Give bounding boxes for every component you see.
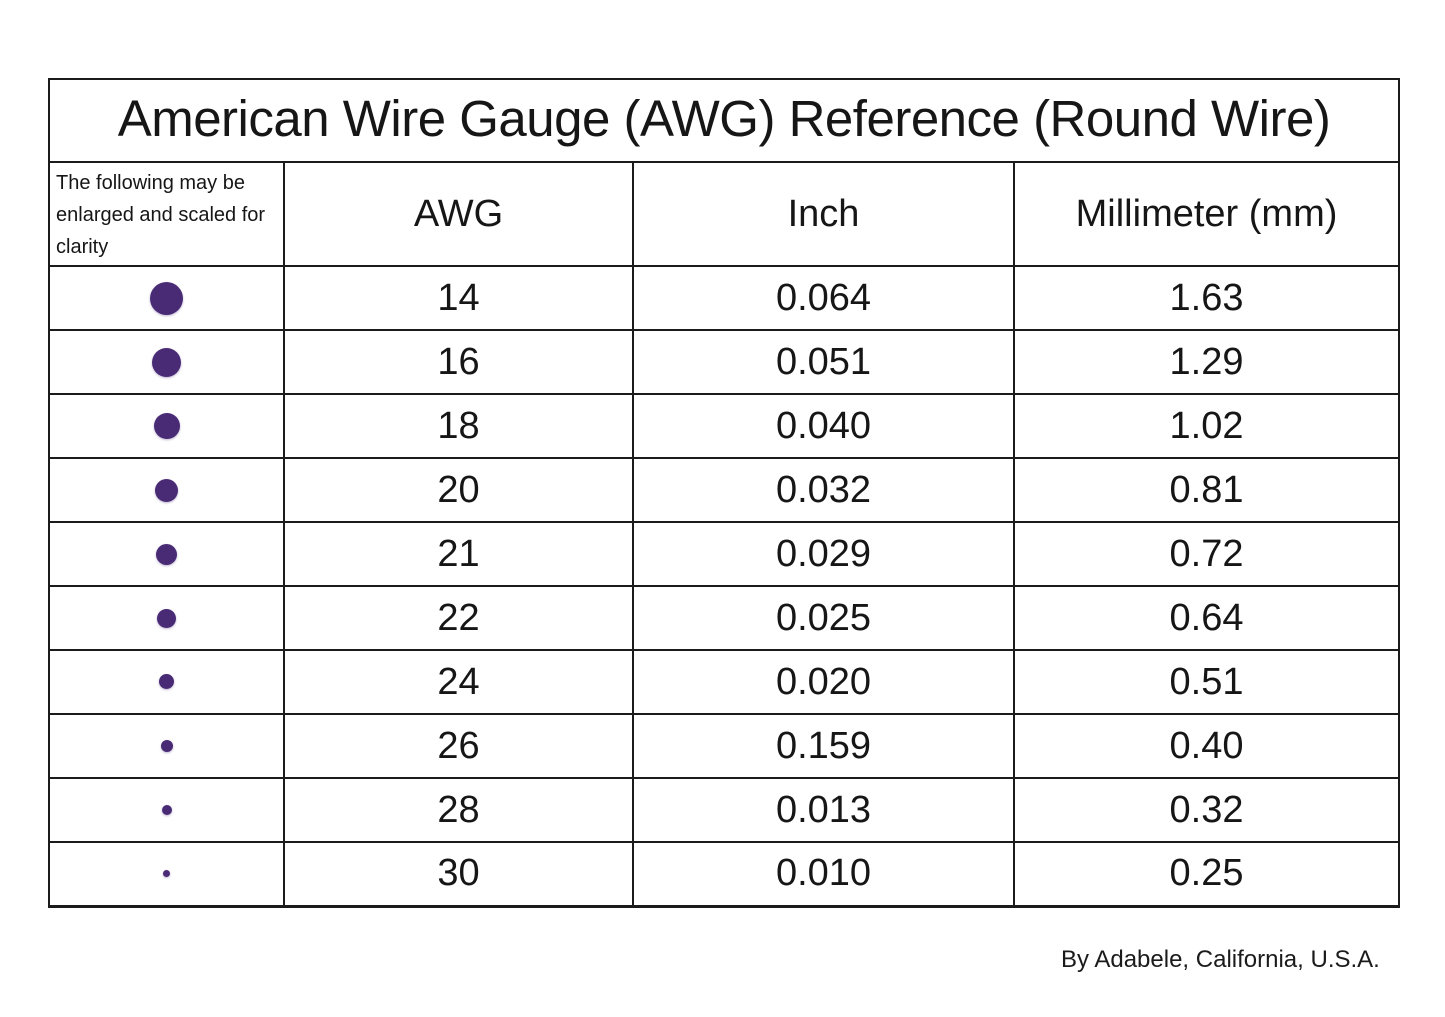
awg-value-cell: 26 [283,713,634,779]
awg-reference-table: American Wire Gauge (AWG) Reference (Rou… [47,78,1401,908]
table-row: 28 0.013 0.32 [48,777,1401,843]
inch-value-cell: 0.064 [632,265,1015,331]
inch-value-cell: 0.159 [632,713,1015,779]
page-title: American Wire Gauge (AWG) Reference (Rou… [47,78,1401,163]
awg-value-cell: 28 [283,777,634,843]
awg-value-cell: 14 [283,265,634,331]
awg-value-cell: 30 [283,841,634,908]
inch-value-cell: 0.013 [632,777,1015,843]
awg-value-cell: 18 [283,393,634,459]
awg-value-cell: 22 [283,585,634,651]
wire-dot-cell [48,777,285,843]
wire-dot-cell [48,393,285,459]
inch-value-cell: 0.040 [632,393,1015,459]
inch-value-cell: 0.020 [632,649,1015,715]
mm-value-cell: 0.25 [1012,841,1401,908]
table-row: 20 0.032 0.81 [48,457,1401,523]
wire-size-dot [153,413,180,439]
column-header-mm: Millimeter (mm) [1012,161,1401,267]
wire-dot-cell [48,585,285,651]
mm-value-cell: 0.81 [1012,457,1401,523]
wire-dot-cell [48,457,285,523]
table-row: 26 0.159 0.40 [48,713,1401,779]
column-header-inch: Inch [632,161,1015,267]
mm-value-cell: 0.32 [1012,777,1401,843]
awg-value-cell: 16 [283,329,634,395]
inch-value-cell: 0.025 [632,585,1015,651]
inch-value-cell: 0.010 [632,841,1015,908]
table-row: 30 0.010 0.25 [48,841,1401,908]
table-row: 18 0.040 1.02 [48,393,1401,459]
attribution-text: By Adabele, California, U.S.A. [1061,946,1380,973]
awg-value-cell: 21 [283,521,634,587]
header-row: The following may be enlarged and scaled… [48,161,1401,267]
mm-value-cell: 0.40 [1012,713,1401,779]
mm-value-cell: 1.02 [1012,393,1401,459]
wire-size-dot [163,870,170,878]
mm-value-cell: 0.51 [1012,649,1401,715]
wire-size-dot [156,543,177,565]
inch-value-cell: 0.029 [632,521,1015,587]
table-row: 24 0.020 0.51 [48,649,1401,715]
title-row: American Wire Gauge (AWG) Reference (Rou… [47,78,1401,163]
wire-dot-cell [48,649,285,715]
table-row: 21 0.029 0.72 [48,521,1401,587]
table-row: 22 0.025 0.64 [48,585,1401,651]
wire-dot-cell [48,713,285,779]
inch-value-cell: 0.051 [632,329,1015,395]
wire-dot-cell [48,521,285,587]
scale-note: The following may be enlarged and scaled… [48,161,285,267]
wire-size-dot [159,674,174,690]
table-body: American Wire Gauge (AWG) Reference (Rou… [47,78,1401,908]
table-row: 14 0.064 1.63 [48,265,1401,331]
wire-dot-cell [48,329,285,395]
scale-note-line: The following may be [56,172,245,194]
wire-size-dot [150,281,183,315]
wire-size-dot [155,478,178,502]
awg-value-cell: 20 [283,457,634,523]
wire-size-dot [160,739,173,752]
table-row: 16 0.051 1.29 [48,329,1401,395]
column-header-awg: AWG [283,161,634,267]
awg-value-cell: 24 [283,649,634,715]
mm-value-cell: 0.72 [1012,521,1401,587]
mm-value-cell: 1.63 [1012,265,1401,331]
scale-note-line: clarity [56,236,109,258]
scale-note-line: enlarged and scaled for [56,204,266,226]
inch-value-cell: 0.032 [632,457,1015,523]
wire-dot-cell [48,841,285,908]
wire-size-dot [152,347,181,377]
wire-dot-cell [48,265,285,331]
wire-size-dot [161,804,172,815]
mm-value-cell: 0.64 [1012,585,1401,651]
mm-value-cell: 1.29 [1012,329,1401,395]
wire-size-dot [157,608,176,628]
